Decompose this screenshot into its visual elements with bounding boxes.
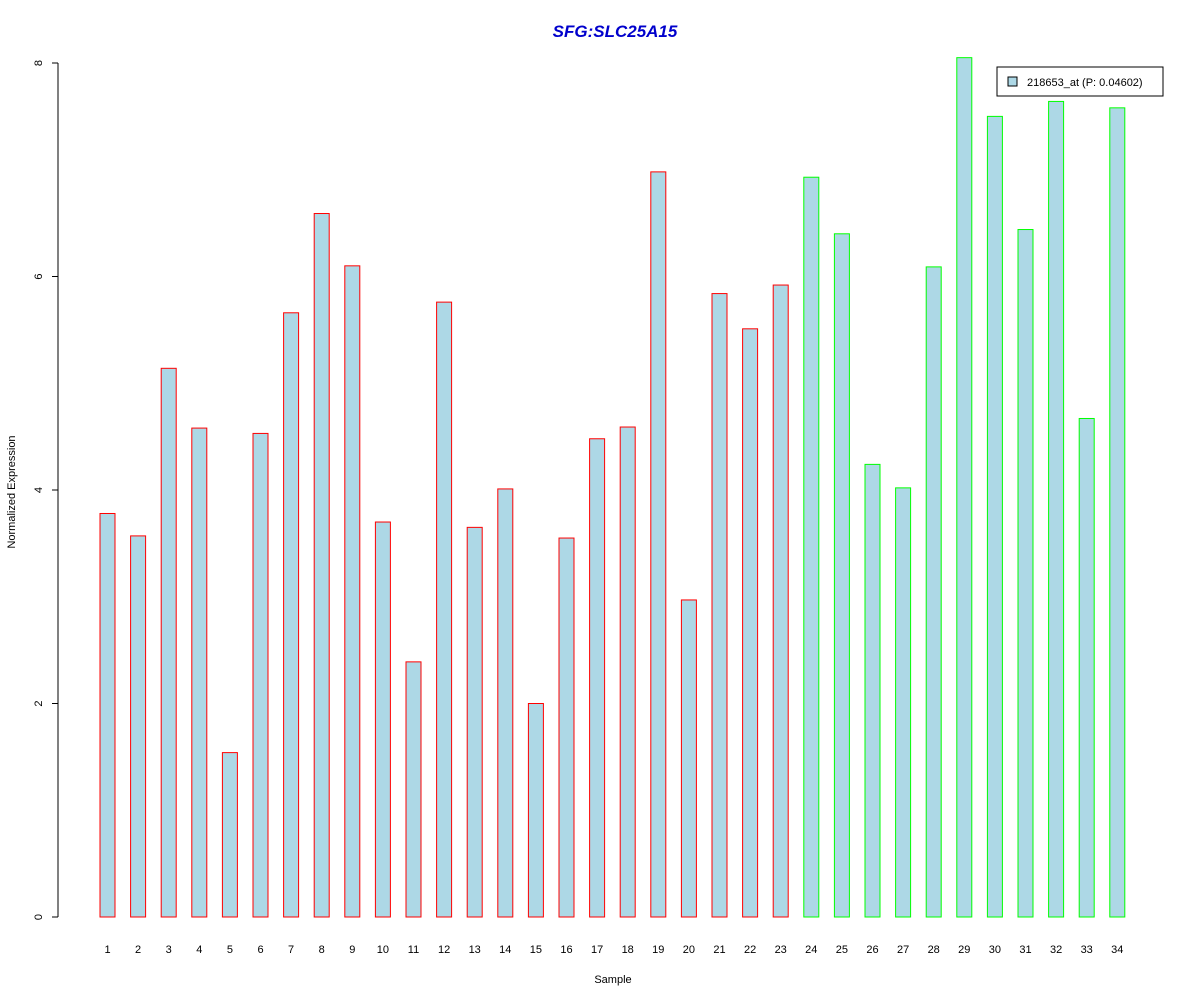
- x-tick-label-21: 21: [713, 944, 725, 956]
- x-tick-label-9: 9: [349, 944, 355, 956]
- bar-sample-8: [313, 213, 330, 918]
- x-tick-label-11: 11: [408, 944, 419, 956]
- bar-sample-2: [130, 535, 147, 918]
- bar-sample-19: [650, 171, 667, 918]
- y-tick-label-0: 0: [33, 914, 45, 920]
- bar-sample-13: [466, 526, 483, 918]
- x-tick-label-12: 12: [438, 944, 450, 956]
- x-axis-label: Sample: [594, 974, 631, 986]
- x-tick-label-8: 8: [319, 944, 325, 956]
- y-axis: 0 2 4 6 8: [33, 60, 59, 920]
- x-tick-label-20: 20: [683, 944, 695, 956]
- bar-sample-26: [864, 463, 881, 918]
- x-tick-label-3: 3: [166, 944, 172, 956]
- x-tick-label-29: 29: [958, 944, 970, 956]
- y-tick-label-6: 6: [33, 273, 45, 279]
- x-tick-label-34: 34: [1111, 944, 1123, 956]
- bar-sample-12: [436, 301, 453, 918]
- x-tick-label-10: 10: [377, 944, 389, 956]
- x-tick-label-19: 19: [652, 944, 664, 956]
- bar-sample-30: [986, 115, 1003, 918]
- x-tick-label-22: 22: [744, 944, 756, 956]
- y-axis-label: Normalized Expression: [6, 435, 18, 548]
- bar-sample-14: [497, 488, 514, 918]
- x-tick-label-2: 2: [135, 944, 141, 956]
- bar-sample-16: [558, 537, 575, 918]
- bar-sample-4: [191, 427, 208, 918]
- bar-sample-5: [221, 752, 238, 918]
- x-tick-label-16: 16: [560, 944, 572, 956]
- y-tick-label-8: 8: [33, 60, 45, 66]
- bar-sample-28: [925, 266, 942, 918]
- bar-sample-18: [619, 426, 636, 918]
- x-tick-labels: 1 2 3 4 5 6 7 8 9 10 11 12 13 14 15 16 17 18 19 20 21 22 23 24 2…: [104, 944, 1123, 956]
- bar-sample-15: [527, 703, 544, 918]
- x-tick-label-4: 4: [196, 944, 202, 956]
- legend-box: [996, 66, 1164, 97]
- x-tick-label-27: 27: [897, 944, 909, 956]
- bar-sample-17: [589, 438, 606, 918]
- x-tick-label-17: 17: [591, 944, 603, 956]
- x-tick-label-24: 24: [805, 944, 817, 956]
- x-tick-label-13: 13: [469, 944, 481, 956]
- x-tick-label-18: 18: [622, 944, 634, 956]
- bar-sample-11: [405, 661, 422, 918]
- bar-sample-32: [1048, 100, 1065, 918]
- x-tick-label-7: 7: [288, 944, 294, 956]
- y-tick-label-4: 4: [33, 487, 45, 493]
- x-tick-label-25: 25: [836, 944, 848, 956]
- bars-group: [99, 57, 1126, 918]
- x-tick-label-23: 23: [775, 944, 787, 956]
- bar-sample-22: [742, 328, 759, 918]
- bar-sample-27: [895, 487, 912, 918]
- x-tick-label-6: 6: [257, 944, 263, 956]
- bar-sample-21: [711, 293, 728, 918]
- bar-sample-9: [344, 265, 361, 918]
- x-tick-label-32: 32: [1050, 944, 1062, 956]
- bar-sample-23: [772, 284, 789, 918]
- y-tick-label-2: 2: [33, 700, 45, 706]
- x-tick-label-31: 31: [1019, 944, 1031, 956]
- bar-sample-25: [833, 233, 850, 918]
- x-tick-label-30: 30: [989, 944, 1001, 956]
- bar-sample-6: [252, 432, 269, 918]
- x-tick-label-28: 28: [928, 944, 940, 956]
- bar-sample-29: [956, 57, 973, 918]
- bar-sample-31: [1017, 229, 1034, 918]
- x-tick-label-1: 1: [104, 944, 110, 956]
- legend-swatch: [1007, 76, 1018, 87]
- x-tick-label-14: 14: [499, 944, 511, 956]
- x-tick-label-15: 15: [530, 944, 542, 956]
- bar-sample-7: [283, 312, 300, 918]
- bar-sample-24: [803, 176, 820, 918]
- x-tick-label-5: 5: [227, 944, 233, 956]
- legend: 218653_at (P: 0.04602): [996, 66, 1164, 97]
- bar-sample-1: [99, 512, 116, 918]
- bar-sample-10: [374, 521, 391, 918]
- bar-sample-20: [680, 599, 697, 918]
- bar-sample-3: [160, 367, 177, 918]
- chart-title: SFG:SLC25A15: [553, 22, 678, 41]
- bar-sample-34: [1109, 107, 1126, 918]
- legend-label: 218653_at (P: 0.04602): [1027, 77, 1143, 89]
- bar-sample-33: [1078, 417, 1095, 918]
- x-tick-label-33: 33: [1081, 944, 1093, 956]
- x-tick-label-26: 26: [866, 944, 878, 956]
